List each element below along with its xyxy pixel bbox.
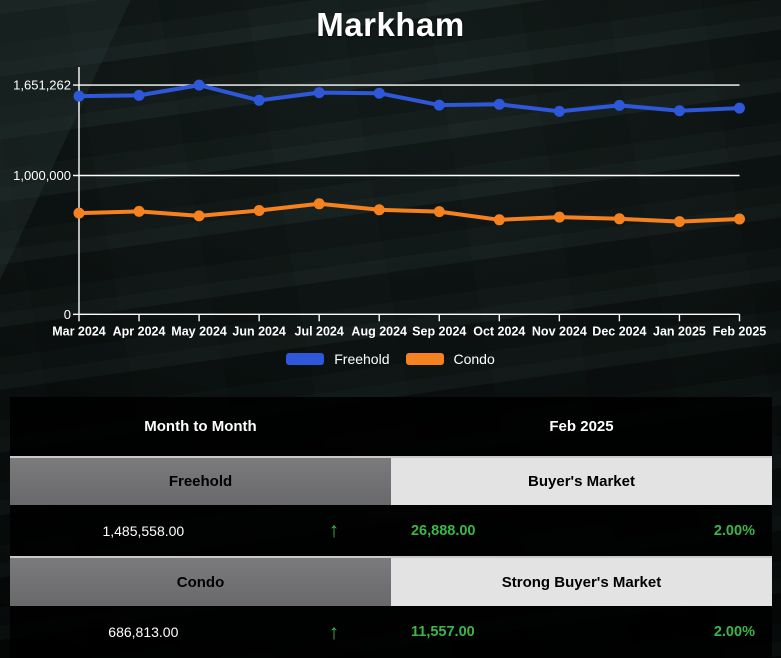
freehold-up-arrow-icon: ↑ xyxy=(328,519,340,542)
condo-label-row: Condo Strong Buyer's Market xyxy=(10,556,772,606)
header-month-to-month: Month to Month xyxy=(144,418,257,435)
freehold-swatch-icon xyxy=(286,353,325,365)
page-title: Markham xyxy=(316,6,465,43)
svg-text:Feb 2025: Feb 2025 xyxy=(713,324,767,338)
header-current-month: Feb 2025 xyxy=(549,418,614,435)
freehold-row-label: Freehold xyxy=(10,458,391,505)
price-trend-chart[interactable]: 1,651,262 1,000,000 0 Mar 2024 Apr 2024 May 2… xyxy=(0,0,781,345)
svg-text:Nov 2024: Nov 2024 xyxy=(532,324,587,338)
condo-row-label: Condo xyxy=(10,558,391,606)
legend-item-condo[interactable]: Condo xyxy=(405,351,495,367)
legend-item-freehold[interactable]: Freehold xyxy=(286,351,390,367)
svg-text:Jun 2024: Jun 2024 xyxy=(232,324,286,338)
svg-text:Dec 2024: Dec 2024 xyxy=(592,324,646,338)
svg-text:Aug 2024: Aug 2024 xyxy=(351,324,407,338)
freehold-change-amount: 26,888.00 xyxy=(410,522,476,539)
freehold-market-status: Buyer's Market xyxy=(391,458,772,505)
svg-text:0: 0 xyxy=(64,307,71,322)
condo-up-arrow-icon: ↑ xyxy=(328,620,340,644)
legend-label-condo: Condo xyxy=(453,351,495,367)
condo-price-value: 686,813.00 xyxy=(108,624,179,640)
svg-text:1,651,262: 1,651,262 xyxy=(13,78,71,93)
chart-legend: Freehold Condo xyxy=(0,351,781,367)
svg-text:Jul 2024: Jul 2024 xyxy=(295,324,344,338)
freehold-price-value: 1,485,558.00 xyxy=(102,522,185,539)
svg-text:Apr 2024: Apr 2024 xyxy=(113,324,166,338)
condo-change-amount: 11,557.00 xyxy=(410,624,475,640)
condo-swatch-icon xyxy=(405,353,444,365)
svg-text:1,000,000: 1,000,000 xyxy=(13,168,71,183)
condo-change-percent: 2.00% xyxy=(713,624,755,640)
svg-text:Oct 2024: Oct 2024 xyxy=(473,324,525,338)
condo-market-status: Strong Buyer's Market xyxy=(391,558,772,606)
freehold-label-row: Freehold Buyer's Market xyxy=(10,456,772,505)
freehold-data-row: 1,485,558.00 ↑ 26,888.00 2.00% xyxy=(10,505,772,556)
svg-text:Jan 2025: Jan 2025 xyxy=(653,324,706,338)
freehold-change-percent: 2.00% xyxy=(713,522,755,539)
condo-data-row: 686,813.00 ↑ 11,557.00 2.00% xyxy=(10,606,772,658)
month-to-month-table: Month to Month Feb 2025 Freehold Buyer's… xyxy=(10,397,772,658)
svg-text:Sep 2024: Sep 2024 xyxy=(412,324,466,338)
svg-text:May 2024: May 2024 xyxy=(171,324,227,338)
legend-label-freehold: Freehold xyxy=(334,351,390,367)
svg-text:Mar 2024: Mar 2024 xyxy=(52,324,106,338)
table-header-row: Month to Month Feb 2025 xyxy=(10,397,772,456)
